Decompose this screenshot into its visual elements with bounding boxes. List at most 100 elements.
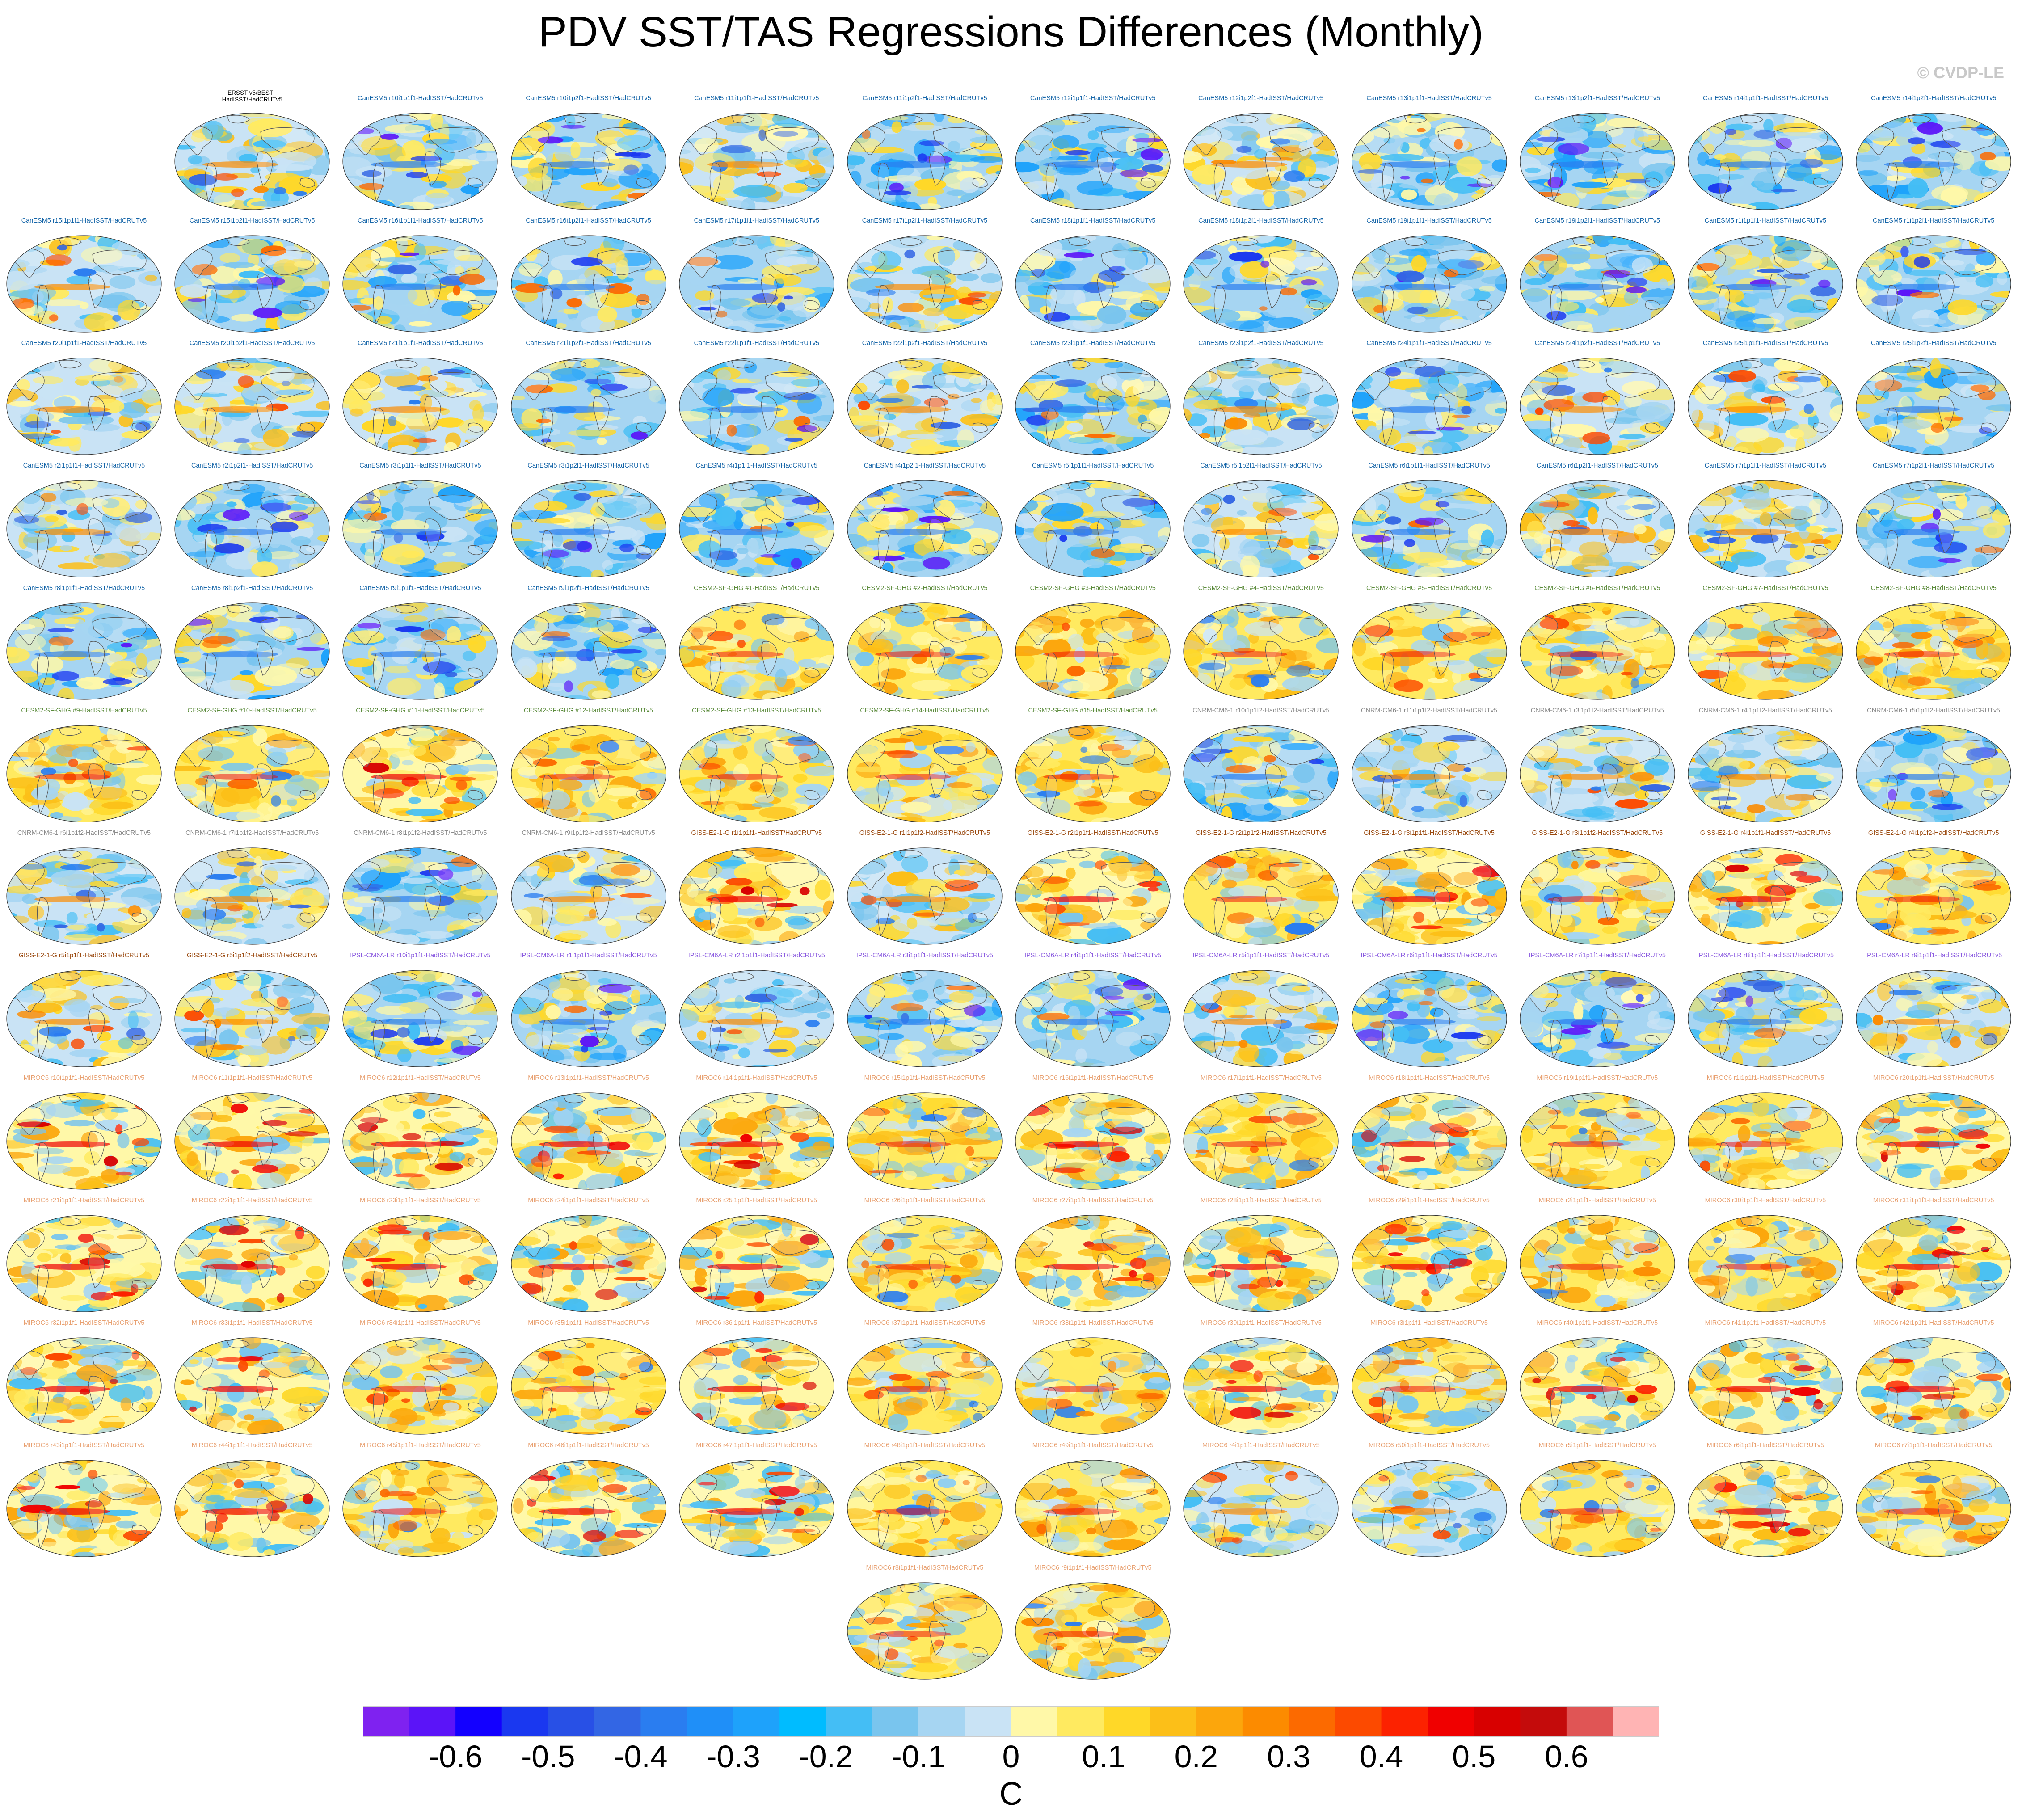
regression-map: [1183, 480, 1339, 577]
map-panel: CESM2-SF-GHG #9-HadISST/HadCRUTv5: [5, 707, 163, 824]
map-panel: MIROC6 r35i1p1f1-HadISST/HadCRUTv5: [510, 1319, 667, 1437]
regression-map: [1520, 1215, 1675, 1312]
map-panel: MIROC6 r29i1p1f1-HadISST/HadCRUTv5: [1351, 1197, 1508, 1314]
regression-map: [1015, 602, 1171, 700]
regression-map: [510, 113, 666, 210]
regression-map: [342, 970, 498, 1067]
panel-title: CanESM5 r11i1p1f1-HadISST/HadCRUTv5: [694, 95, 819, 102]
map-panel: CanESM5 r7i1p1f1-HadISST/HadCRUTv5: [1687, 462, 1844, 579]
map-panel: CNRM-CM6-1 r8i1p1f2-HadISST/HadCRUTv5: [341, 830, 499, 947]
panel-title: MIROC6 r38i1p1f1-HadISST/HadCRUTv5: [1032, 1319, 1154, 1327]
map-panel: CanESM5 r19i1p1f1-HadISST/HadCRUTv5: [1351, 217, 1508, 334]
panel-title: MIROC6 r2i1p1f1-HadISST/HadCRUTv5: [1538, 1197, 1656, 1204]
regression-map: [1520, 847, 1675, 945]
regression-map: [174, 358, 330, 455]
regression-map: [1688, 602, 1843, 700]
map-panel: CanESM5 r8i1p2f1-HadISST/HadCRUTv5: [173, 585, 331, 702]
regression-map: [1688, 725, 1843, 822]
panel-title: CNRM-CM6-1 r9i1p1f2-HadISST/HadCRUTv5: [522, 830, 655, 837]
regression-map: [1688, 1460, 1843, 1557]
map-panel: CNRM-CM6-1 r11i1p1f2-HadISST/HadCRUTv5: [1351, 707, 1508, 824]
regression-map: [1688, 970, 1843, 1067]
panel-title: CESM2-SF-GHG #13-HadISST/HadCRUTv5: [692, 707, 821, 714]
map-panel: MIROC6 r32i1p1f1-HadISST/HadCRUTv5: [5, 1319, 163, 1437]
colorbar-swatch: [872, 1706, 919, 1737]
map-panel: MIROC6 r18i1p1f1-HadISST/HadCRUTv5: [1351, 1074, 1508, 1192]
colorbar-tick-label: -0.4: [614, 1739, 668, 1774]
panel-title: MIROC6 r42i1p1f1-HadISST/HadCRUTv5: [1873, 1319, 1994, 1327]
panel-title: GISS-E2-1-G r5i1p1f1-HadISST/HadCRUTv5: [18, 952, 150, 959]
map-panel: MIROC6 r21i1p1f1-HadISST/HadCRUTv5: [5, 1197, 163, 1314]
panel-title: MIROC6 r7i1p1f1-HadISST/HadCRUTv5: [1875, 1442, 1993, 1449]
map-panel: CanESM5 r18i1p2f1-HadISST/HadCRUTv5: [1182, 217, 1340, 334]
panel-title: MIROC6 r49i1p1f1-HadISST/HadCRUTv5: [1032, 1442, 1154, 1449]
map-panel: CanESM5 r22i1p1f1-HadISST/HadCRUTv5: [678, 340, 835, 457]
panel-title: MIROC6 r6i1p1f1-HadISST/HadCRUTv5: [1706, 1442, 1824, 1449]
regression-map: [1520, 725, 1675, 822]
panel-title: MIROC6 r22i1p1f1-HadISST/HadCRUTv5: [191, 1197, 313, 1204]
map-panel: MIROC6 r49i1p1f1-HadISST/HadCRUTv5: [1014, 1442, 1171, 1559]
panel-title: IPSL-CM6A-LR r2i1p1f1-HadISST/HadCRUTv5: [688, 952, 825, 959]
panel-title: CanESM5 r22i1p1f1-HadISST/HadCRUTv5: [694, 340, 820, 347]
panel-title: MIROC6 r41i1p1f1-HadISST/HadCRUTv5: [1705, 1319, 1826, 1327]
map-panel: CNRM-CM6-1 r7i1p1f2-HadISST/HadCRUTv5: [173, 830, 331, 947]
regression-map: [174, 1460, 330, 1557]
regression-map: [342, 602, 498, 700]
regression-map: [6, 1460, 162, 1557]
map-panel: IPSL-CM6A-LR r3i1p1f1-HadISST/HadCRUTv5: [846, 952, 1003, 1069]
map-panel: CESM2-SF-GHG #14-HadISST/HadCRUTv5: [846, 707, 1003, 824]
regression-map: [1688, 358, 1843, 455]
map-panel: CanESM5 r21i1p2f1-HadISST/HadCRUTv5: [510, 340, 667, 457]
page-title: PDV SST/TAS Regressions Differences (Mon…: [538, 8, 1484, 56]
map-panel: IPSL-CM6A-LR r9i1p1f1-HadISST/HadCRUTv5: [1855, 952, 2012, 1069]
map-panel: CESM2-SF-GHG #1-HadISST/HadCRUTv5: [678, 585, 835, 702]
panel-title: CanESM5 r17i1p1f1-HadISST/HadCRUTv5: [694, 217, 820, 224]
panel-title: CESM2-SF-GHG #4-HadISST/HadCRUTv5: [1198, 585, 1324, 592]
panel-title: GISS-E2-1-G r1i1p1f1-HadISST/HadCRUTv5: [691, 830, 822, 837]
map-panel: CanESM5 r6i1p2f1-HadISST/HadCRUTv5: [1519, 462, 1676, 579]
regression-map: [1183, 235, 1339, 333]
panel-title: CanESM5 r9i1p1f1-HadISST/HadCRUTv5: [359, 585, 481, 592]
regression-map: [1183, 1460, 1339, 1557]
map-panel: CNRM-CM6-1 r10i1p1f2-HadISST/HadCRUTv5: [1182, 707, 1340, 824]
panel-title: MIROC6 r37i1p1f1-HadISST/HadCRUTv5: [864, 1319, 986, 1327]
panel-title: MIROC6 r30i1p1f1-HadISST/HadCRUTv5: [1705, 1197, 1826, 1204]
panel-title: IPSL-CM6A-LR r4i1p1f1-HadISST/HadCRUTv5: [1024, 952, 1162, 959]
panel-title: CESM2-SF-GHG #9-HadISST/HadCRUTv5: [21, 707, 147, 714]
map-panel: MIROC6 r24i1p1f1-HadISST/HadCRUTv5: [510, 1197, 667, 1314]
regression-map: [174, 847, 330, 945]
panel-title: MIROC6 r40i1p1f1-HadISST/HadCRUTv5: [1537, 1319, 1658, 1327]
regression-map: [342, 1092, 498, 1190]
panel-title: GISS-E2-1-G r1i1p1f2-HadISST/HadCRUTv5: [859, 830, 990, 837]
map-panel: CanESM5 r23i1p1f1-HadISST/HadCRUTv5: [1014, 340, 1171, 457]
regression-map: [847, 1337, 1003, 1435]
panel-title: MIROC6 r50i1p1f1-HadISST/HadCRUTv5: [1369, 1442, 1490, 1449]
regression-map: [342, 1337, 498, 1435]
panel-title: MIROC6 r29i1p1f1-HadISST/HadCRUTv5: [1369, 1197, 1490, 1204]
regression-map: [1520, 1460, 1675, 1557]
panel-title: ERSST v5/BEST - HadISST/HadCRUTv5: [222, 89, 282, 103]
panel-title: IPSL-CM6A-LR r1i1p1f1-HadISST/HadCRUTv5: [520, 952, 657, 959]
panel-title: MIROC6 r13i1p1f1-HadISST/HadCRUTv5: [528, 1074, 649, 1082]
panel-title: CanESM5 r16i1p1f1-HadISST/HadCRUTv5: [358, 217, 483, 224]
map-panel: GISS-E2-1-G r5i1p1f1-HadISST/HadCRUTv5: [5, 952, 163, 1069]
map-panel: CNRM-CM6-1 r4i1p1f2-HadISST/HadCRUTv5: [1687, 707, 1844, 824]
map-panel: CanESM5 r12i1p1f1-HadISST/HadCRUTv5: [1014, 95, 1171, 212]
colorbar-swatch: [455, 1706, 502, 1737]
regression-map: [1183, 970, 1339, 1067]
colorbar-swatch: [733, 1706, 780, 1737]
regression-map: [6, 358, 162, 455]
map-panel: MIROC6 r40i1p1f1-HadISST/HadCRUTv5: [1519, 1319, 1676, 1437]
map-panel: CanESM5 r14i1p1f1-HadISST/HadCRUTv5: [1687, 95, 1844, 212]
panel-title: MIROC6 r24i1p1f1-HadISST/HadCRUTv5: [528, 1197, 649, 1204]
map-panel: IPSL-CM6A-LR r6i1p1f1-HadISST/HadCRUTv5: [1351, 952, 1508, 1069]
panel-title: MIROC6 r8i1p1f1-HadISST/HadCRUTv5: [866, 1564, 984, 1571]
regression-map: [679, 847, 834, 945]
regression-map: [510, 1215, 666, 1312]
regression-map: [847, 602, 1003, 700]
regression-map: [679, 602, 834, 700]
colorbar-swatch: [1104, 1706, 1150, 1737]
regression-map: [679, 970, 834, 1067]
map-panel: MIROC6 r7i1p1f1-HadISST/HadCRUTv5: [1855, 1442, 2012, 1559]
regression-map: [1183, 113, 1339, 210]
